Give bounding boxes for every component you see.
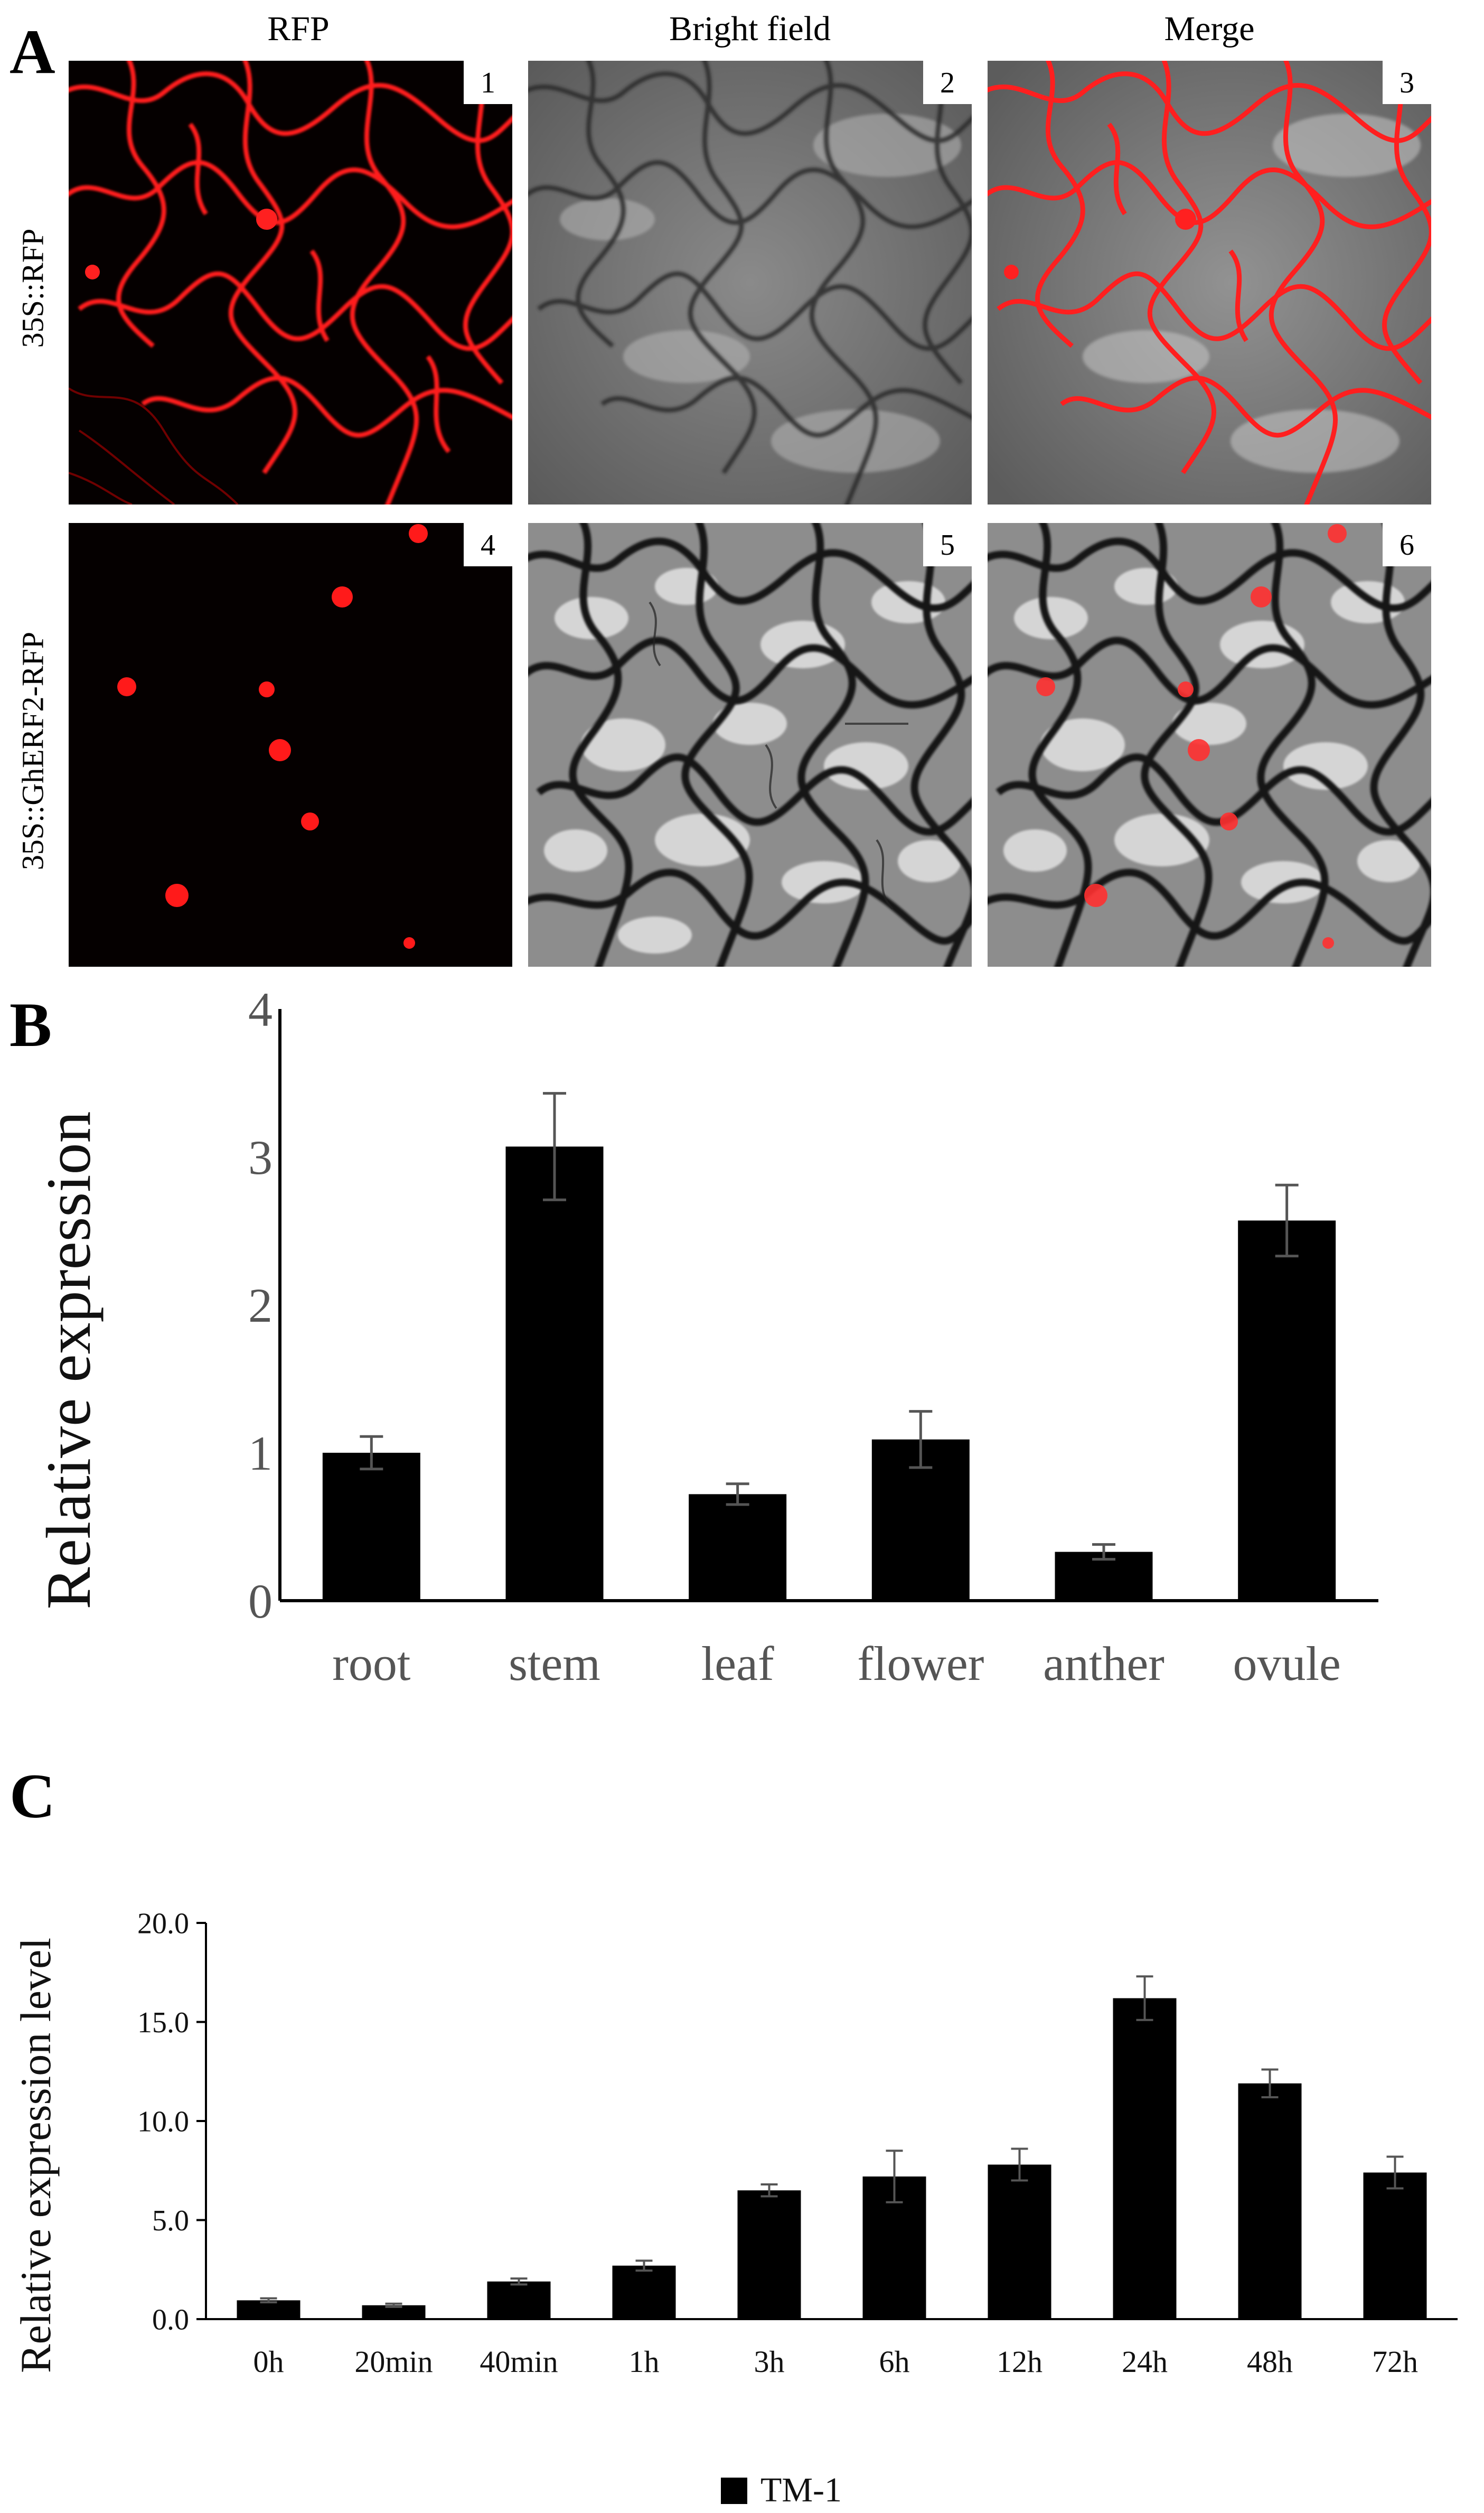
- y-tick-label: 0: [248, 1574, 273, 1628]
- micrograph-bright-field-gherf2: 5: [528, 523, 972, 967]
- micrograph-merge-gherf2: 6: [988, 523, 1431, 967]
- x-tick-label-flower: flower: [857, 1637, 984, 1690]
- bar-ovule: [1238, 1220, 1336, 1601]
- tile-number-6: 6: [1383, 523, 1431, 566]
- tile-number-4: 4: [464, 523, 512, 566]
- bar-root: [322, 1453, 420, 1601]
- bar-3h: [737, 2190, 801, 2319]
- x-tick-label-3h: 3h: [754, 2344, 785, 2379]
- row-label-35s-rfp: 35S::RFP: [15, 228, 50, 348]
- micrograph-merge-control: 3: [988, 61, 1431, 505]
- tile-number-5: 5: [923, 523, 972, 566]
- bar-48h: [1238, 2083, 1302, 2319]
- x-tick-label-24h: 24h: [1122, 2344, 1168, 2379]
- column-label-rfp: RFP: [267, 10, 330, 48]
- bar-40min: [487, 2281, 551, 2319]
- x-tick-label-20min: 20min: [354, 2344, 433, 2379]
- panel-b-label: B: [10, 989, 52, 1060]
- y-tick-label: 10.0: [137, 2106, 189, 2138]
- legend-swatch-tm1: [721, 2478, 747, 2504]
- bar-24h: [1113, 1998, 1177, 2319]
- x-tick-label-ovule: ovule: [1233, 1637, 1340, 1690]
- y-tick-label: 5.0: [152, 2204, 189, 2237]
- tile-number-1: 1: [464, 61, 512, 104]
- micrograph-rfp-control: 1: [69, 61, 512, 505]
- x-tick-label-0h: 0h: [253, 2344, 284, 2379]
- x-tick-label-40min: 40min: [480, 2344, 558, 2379]
- x-tick-label-1h: 1h: [629, 2344, 660, 2379]
- tile-number-2: 2: [923, 61, 972, 104]
- bar-12h: [988, 2164, 1051, 2319]
- y-tick-label: 2: [248, 1278, 273, 1332]
- x-tick-label-leaf: leaf: [701, 1637, 774, 1690]
- bar-1h: [612, 2265, 676, 2319]
- column-label-merge: Merge: [1164, 10, 1255, 48]
- x-tick-label-48h: 48h: [1247, 2344, 1293, 2379]
- x-tick-label-72h: 72h: [1372, 2344, 1418, 2379]
- x-tick-label-12h: 12h: [997, 2344, 1042, 2379]
- y-tick-label: 4: [248, 983, 273, 1036]
- x-tick-label-root: root: [332, 1637, 411, 1690]
- panel-c-label: C: [10, 1761, 55, 1831]
- y-tick-label: 0.0: [152, 2304, 189, 2337]
- micrograph-rfp-gherf2: 4: [69, 523, 512, 967]
- bar-72h: [1363, 2172, 1427, 2319]
- expression-time-course-chart: Relative expression level 0.0 5.0 10.0 15.0…: [12, 1908, 1458, 2509]
- chart-c-ylabel: Relative expression level: [12, 1938, 60, 2373]
- bar-leaf: [689, 1494, 787, 1601]
- y-tick-label: 1: [248, 1426, 273, 1480]
- y-tick-label: 15.0: [137, 2006, 189, 2039]
- x-tick-label-stem: stem: [509, 1637, 600, 1690]
- x-tick-label-anther: anther: [1043, 1637, 1164, 1690]
- x-tick-label-6h: 6h: [879, 2344, 910, 2379]
- panel-a-label: A: [10, 16, 55, 87]
- legend-label-tm1: TM-1: [760, 2471, 842, 2509]
- y-tick-label: 20.0: [137, 1908, 189, 1940]
- micrograph-bright-field-control: 2: [528, 61, 972, 505]
- bar-stem: [505, 1146, 604, 1601]
- expression-tissue-chart: Relative expression 0 1 2 3 4 root stem leaf fl…: [33, 983, 1378, 1690]
- bar-0h: [237, 2300, 300, 2319]
- row-label-35s-gherf2-rfp: 35S::GhERF2-RFP: [15, 631, 50, 871]
- tile-number-3: 3: [1383, 61, 1431, 104]
- y-tick-label: 3: [248, 1131, 273, 1184]
- chart-b-ylabel: Relative expression: [33, 1111, 104, 1609]
- column-label-bright-field: Bright field: [669, 10, 831, 48]
